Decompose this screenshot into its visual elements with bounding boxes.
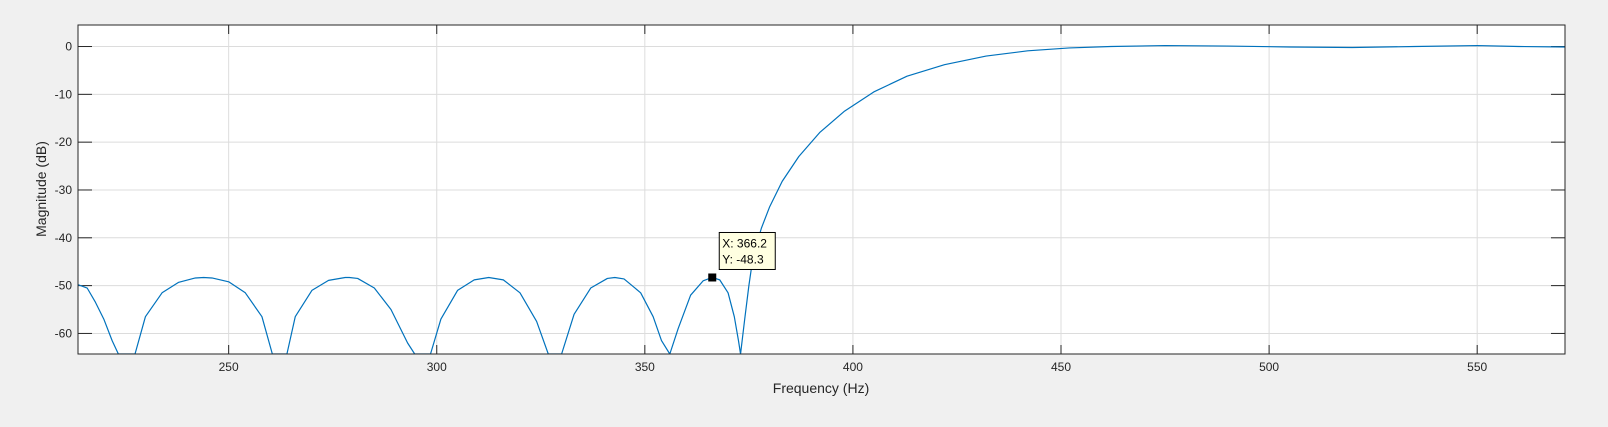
- x-tick-label: 500: [1259, 360, 1279, 374]
- y-axis-label: Magnitude (dB): [33, 141, 49, 237]
- series-group: [78, 44, 1565, 354]
- y-tick-label: -40: [55, 231, 73, 245]
- y-tick-label: 0: [65, 40, 72, 54]
- y-tick-label: -10: [55, 87, 73, 101]
- tick-labels: 250 300 350 400 450 500 550 0 -10 -20 -30 -40 -50 -60: [55, 40, 1488, 374]
- data-tip-marker[interactable]: [708, 273, 717, 282]
- x-tick-label: 350: [635, 360, 655, 374]
- x-tick-label: 550: [1467, 360, 1487, 374]
- axis-ticks: [78, 25, 1565, 354]
- data-tip-box: [718, 231, 776, 270]
- grid-lines: [78, 25, 1565, 354]
- magnitude-series-line: [78, 44, 1565, 354]
- data-tip-y-text: Y: -48.3: [722, 252, 764, 266]
- x-tick-label: 450: [1051, 360, 1071, 374]
- x-tick-label: 250: [219, 360, 239, 374]
- y-tick-label: -60: [55, 326, 73, 340]
- x-tick-label: 300: [427, 360, 447, 374]
- y-tick-label: -20: [55, 135, 73, 149]
- y-tick-label: -50: [55, 279, 73, 293]
- x-tick-label: 400: [843, 360, 863, 374]
- data-tip-x-text: X: 366.2: [722, 236, 767, 250]
- data-tip[interactable]: X: 366.2 Y: -48.3: [708, 231, 776, 282]
- axes-box: [77, 24, 1566, 355]
- y-tick-label: -30: [55, 183, 73, 197]
- x-axis-label: Frequency (Hz): [773, 380, 869, 396]
